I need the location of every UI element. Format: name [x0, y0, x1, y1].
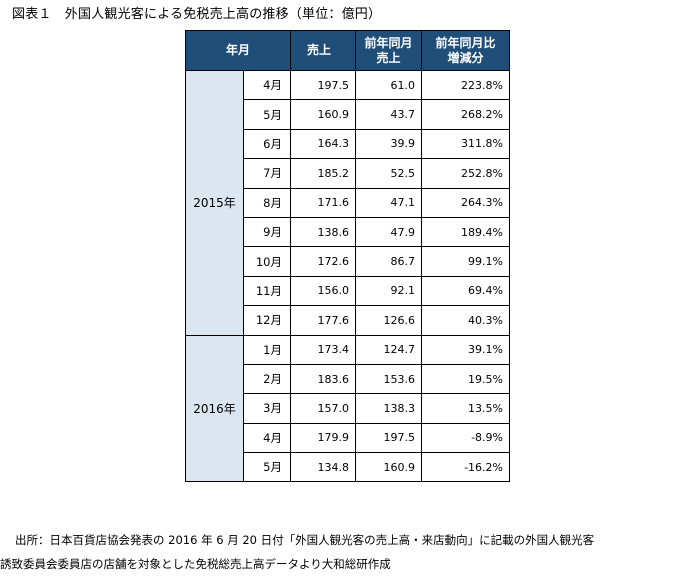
sales-cell: 179.9 [290, 422, 356, 454]
header-prev-line2: 売上 [376, 50, 401, 65]
sales-cell: 171.6 [290, 187, 356, 218]
sales-cell: 172.6 [290, 246, 356, 277]
yoy-change-cell: 264.3% [421, 187, 510, 218]
yoy-change-cell: 69.4% [421, 275, 510, 307]
footnote-line-2: 誘致委員会委員店の店舗を対象とした免税総売上高データより大和総研作成 [0, 557, 391, 571]
yoy-change-cell: 13.5% [421, 393, 510, 424]
sales-cell: 177.6 [290, 305, 356, 336]
month-cell: 2月 [243, 363, 291, 395]
sales-cell: 134.8 [290, 452, 356, 483]
prev-year-sales-cell: 52.5 [355, 158, 422, 189]
sales-cell: 185.2 [290, 158, 356, 189]
duty-free-sales-table: 年月 売上 前年同月 売上 前年同月比 増減分 2015年 4月 197.5 61.0… [185, 30, 510, 483]
table-row: 5月 160.9 43.7 268.2% [186, 99, 510, 130]
table-row: 11月 156.0 92.1 69.4% [186, 275, 510, 307]
table-row: 6月 164.3 39.9 311.8% [186, 128, 510, 160]
prev-year-sales-cell: 47.9 [355, 216, 422, 248]
month-cell: 12月 [243, 305, 291, 336]
yoy-change-cell: 19.5% [421, 363, 510, 395]
year-cell: 2016年 [185, 334, 244, 483]
sales-cell: 138.6 [290, 216, 356, 248]
table-row: 9月 138.6 47.9 189.4% [186, 216, 510, 248]
header-prev-year-sales: 前年同月 売上 [355, 30, 422, 71]
table-row: 3月 157.0 138.3 13.5% [186, 393, 510, 424]
month-cell: 1月 [243, 334, 291, 365]
yoy-change-cell: 223.8% [421, 69, 510, 101]
prev-year-sales-cell: 92.1 [355, 275, 422, 307]
month-cell: 10月 [243, 246, 291, 277]
prev-year-sales-cell: 47.1 [355, 187, 422, 218]
month-cell: 6月 [243, 128, 291, 160]
figure-title: 図表１ 外国人観光客による免税売上高の推移（単位：億円） [12, 7, 382, 22]
sales-cell: 173.4 [290, 334, 356, 365]
table-row: 10月 172.6 86.7 99.1% [186, 246, 510, 277]
month-cell: 3月 [243, 393, 291, 424]
footnote-line-1: 出所：日本百貨店協会発表の 2016 年 6 月 20 日付「外国人観光客の売上… [15, 533, 595, 547]
table-row: 8月 171.6 47.1 264.3% [186, 187, 510, 218]
month-cell: 4月 [243, 422, 291, 454]
prev-year-sales-cell: 197.5 [355, 422, 422, 454]
month-cell: 8月 [243, 187, 291, 218]
yoy-change-cell: 268.2% [421, 99, 510, 130]
prev-year-sales-cell: 43.7 [355, 99, 422, 130]
yoy-change-cell: 99.1% [421, 246, 510, 277]
prev-year-sales-cell: 138.3 [355, 393, 422, 424]
header-period: 年月 [185, 30, 291, 71]
month-cell: 7月 [243, 158, 291, 189]
prev-year-sales-cell: 86.7 [355, 246, 422, 277]
header-ratio-line2: 増減分 [447, 50, 484, 65]
yoy-change-cell: -8.9% [421, 422, 510, 454]
sales-cell: 197.5 [290, 69, 356, 101]
table-row: 7月 185.2 52.5 252.8% [186, 158, 510, 189]
month-cell: 9月 [243, 216, 291, 248]
sales-cell: 156.0 [290, 275, 356, 307]
prev-year-sales-cell: 160.9 [355, 452, 422, 483]
yoy-change-cell: 39.1% [421, 334, 510, 365]
prev-year-sales-cell: 124.7 [355, 334, 422, 365]
sales-cell: 164.3 [290, 128, 356, 160]
header-sales: 売上 [290, 30, 356, 71]
table-row: 5月 134.8 160.9 -16.2% [186, 452, 510, 483]
month-cell: 5月 [243, 452, 291, 483]
prev-year-sales-cell: 126.6 [355, 305, 422, 336]
header-prev-line1: 前年同月 [364, 35, 413, 50]
sales-cell: 157.0 [290, 393, 356, 424]
table-row: 2016年 1月 173.4 124.7 39.1% [185, 334, 510, 483]
table-row: 12月 177.6 126.6 40.3% [186, 305, 510, 336]
table-row: 2015年 4月 197.5 61.0 223.8% [185, 69, 510, 336]
prev-year-sales-cell: 61.0 [355, 69, 422, 101]
month-cell: 11月 [243, 275, 291, 307]
yoy-change-cell: 40.3% [421, 305, 510, 336]
yoy-change-cell: 189.4% [421, 216, 510, 248]
sales-cell: 160.9 [290, 99, 356, 130]
yoy-change-cell: -16.2% [421, 452, 510, 483]
table-body: 2015年 4月 197.5 61.0 223.8% 5月 160.9 43.7 268.2% 6… [185, 69, 510, 483]
table-row: 2月 183.6 153.6 19.5% [186, 363, 510, 395]
prev-year-sales-cell: 153.6 [355, 363, 422, 395]
table-row: 4月 179.9 197.5 -8.9% [186, 422, 510, 454]
month-cell: 4月 [243, 69, 291, 101]
sales-cell: 183.6 [290, 363, 356, 395]
yoy-change-cell: 311.8% [421, 128, 510, 160]
month-cell: 5月 [243, 99, 291, 130]
header-yoy-change: 前年同月比 増減分 [421, 30, 510, 71]
prev-year-sales-cell: 39.9 [355, 128, 422, 160]
table-header-row: 年月 売上 前年同月 売上 前年同月比 増減分 [185, 30, 510, 71]
header-ratio-line1: 前年同月比 [435, 35, 496, 50]
year-cell: 2015年 [185, 70, 244, 336]
yoy-change-cell: 252.8% [421, 158, 510, 189]
